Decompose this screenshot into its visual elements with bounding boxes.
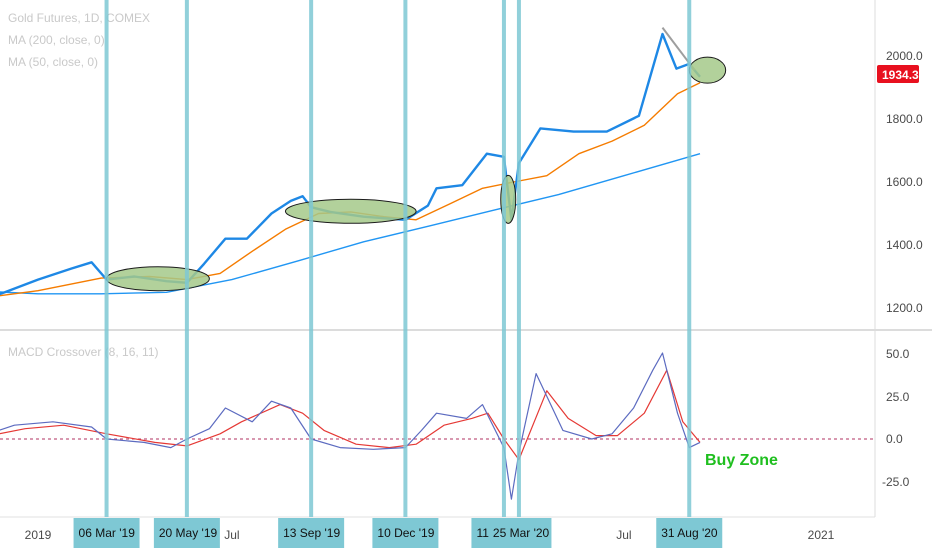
x-tick-label: Jul [616,528,631,542]
date-tag-box-2 [278,518,345,548]
y-tick-1200: 1200.0 [886,301,923,315]
date-tag-label: 10 Dec '19 [377,526,434,540]
chart-frame [0,0,932,518]
y-tick-0: 0.0 [886,432,903,446]
y-tick-2000: 2000.0 [886,49,923,63]
last-price-box [877,65,919,83]
date-tag-label: 20 May '19 [159,526,218,540]
ma-200-line [0,153,701,295]
y-tick-minus-25: -25.0 [882,475,910,489]
x-tick-label: 2019 [25,528,52,542]
consolidation-ellipse-4 [688,56,727,84]
consolidation-ellipse-1 [106,266,210,292]
legend-ma-200: MA (200, close, 0) [8,33,105,47]
macd-y-axis: 50.0 25.0 0.0 -25.0 [882,347,910,489]
date-tag-box-1 [153,518,220,548]
price-y-axis: 2000.0 1800.0 1600.0 1400.0 1200.0 [886,49,923,315]
legend-macd: MACD Crossover (8, 16, 11) [8,345,159,359]
price-legend: Gold Futures, 1D, COMEX MA (200, close, … [8,11,150,69]
last-price-value: 1934.3 [882,68,919,82]
y-tick-50: 50.0 [886,347,910,361]
highlight-ellipses [106,56,727,292]
date-tag-label: 11 [476,526,489,540]
consolidation-ellipse-2 [284,198,417,224]
vertical-markers: 06 Mar '19 20 May '19 13 Sep '19 10 Dec '19… [73,0,723,548]
date-tag-label: 31 Aug '20 [661,526,718,540]
x-tick-label: 2021 [808,528,835,542]
date-tag-label: 06 Mar '19 [79,526,136,540]
macd-signal-line [0,369,701,461]
date-tag-label: 25 Mar '20 [493,526,550,540]
date-tag-label: 13 Sep '19 [283,526,340,540]
date-tag-box-4 [471,518,552,548]
buy-zone-label: Buy Zone [705,452,778,469]
macd-line [0,352,701,500]
y-tick-1800: 1800.0 [886,112,923,126]
legend-gold-futures: Gold Futures, 1D, COMEX [8,11,150,25]
y-tick-25: 25.0 [886,390,910,404]
date-tag-box-3 [372,518,439,548]
y-tick-1600: 1600.0 [886,175,923,189]
date-tag-box-0 [73,518,140,548]
x-axis-labels: 2019 Jul Jul 2021 [25,528,835,542]
y-tick-1400: 1400.0 [886,238,923,252]
legend-ma-50: MA (50, close, 0) [8,55,98,69]
date-tag-box-5 [656,518,723,548]
x-tick-label: Jul [224,528,239,542]
last-price-tag: 1934.3 [877,65,919,83]
